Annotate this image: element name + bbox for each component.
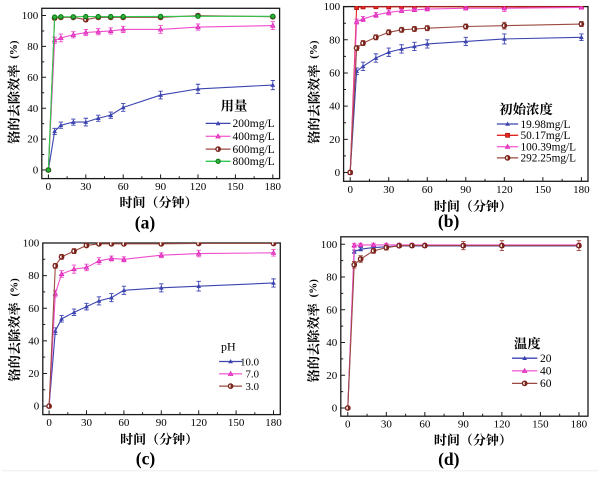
svg-text:0: 0 bbox=[46, 181, 52, 193]
svg-text:40: 40 bbox=[329, 101, 341, 113]
svg-text:180: 180 bbox=[573, 184, 590, 196]
svg-text:0: 0 bbox=[34, 401, 40, 413]
svg-text:60: 60 bbox=[419, 419, 431, 431]
svg-text:20: 20 bbox=[540, 353, 552, 365]
svg-text:0: 0 bbox=[345, 419, 351, 431]
svg-text:800mg/L: 800mg/L bbox=[233, 156, 275, 168]
svg-text:80: 80 bbox=[28, 270, 40, 282]
svg-text:100: 100 bbox=[324, 1, 341, 13]
svg-text:60: 60 bbox=[422, 184, 434, 196]
svg-text:120: 120 bbox=[496, 184, 513, 196]
svg-text:400mg/L: 400mg/L bbox=[233, 131, 275, 143]
svg-text:(d): (d) bbox=[438, 449, 460, 469]
svg-text:90: 90 bbox=[156, 417, 168, 429]
svg-text:292.25mg/L: 292.25mg/L bbox=[521, 153, 577, 165]
svg-text:100.39mg/L: 100.39mg/L bbox=[521, 142, 577, 154]
svg-text:150: 150 bbox=[227, 181, 244, 193]
svg-text:60: 60 bbox=[28, 303, 40, 315]
svg-text:40: 40 bbox=[540, 366, 552, 378]
svg-text:150: 150 bbox=[228, 417, 245, 429]
svg-text:60: 60 bbox=[326, 304, 338, 316]
svg-text:150: 150 bbox=[535, 184, 552, 196]
svg-text:(c): (c) bbox=[136, 449, 156, 469]
svg-text:(%): (%) bbox=[8, 40, 20, 59]
svg-text:20: 20 bbox=[27, 134, 39, 146]
svg-text:(%): (%) bbox=[9, 278, 21, 297]
svg-text:0: 0 bbox=[332, 403, 338, 415]
svg-text:120: 120 bbox=[190, 417, 207, 429]
svg-text:30: 30 bbox=[80, 181, 92, 193]
svg-text:0: 0 bbox=[46, 417, 52, 429]
svg-text:30: 30 bbox=[81, 417, 93, 429]
svg-text:100: 100 bbox=[23, 238, 40, 250]
svg-text:30: 30 bbox=[383, 184, 395, 196]
svg-text:50.17mg/L: 50.17mg/L bbox=[521, 130, 571, 142]
svg-text:200mg/L: 200mg/L bbox=[233, 118, 275, 130]
svg-text:180: 180 bbox=[571, 419, 588, 431]
svg-text:80: 80 bbox=[329, 34, 341, 46]
svg-text:180: 180 bbox=[265, 417, 282, 429]
svg-text:60: 60 bbox=[329, 68, 341, 80]
svg-text:0: 0 bbox=[33, 165, 39, 177]
svg-text:150: 150 bbox=[532, 419, 549, 431]
svg-text:60: 60 bbox=[118, 181, 130, 193]
svg-text:60: 60 bbox=[118, 417, 130, 429]
svg-text:120: 120 bbox=[190, 181, 207, 193]
svg-text:30: 30 bbox=[381, 419, 393, 431]
svg-text:90: 90 bbox=[460, 184, 472, 196]
svg-text:40: 40 bbox=[326, 337, 338, 349]
svg-text:60: 60 bbox=[540, 378, 552, 390]
svg-text:(%): (%) bbox=[308, 40, 320, 59]
svg-text:40: 40 bbox=[28, 335, 40, 347]
svg-text:(a): (a) bbox=[135, 213, 156, 233]
svg-text:80: 80 bbox=[27, 41, 39, 53]
svg-text:100: 100 bbox=[22, 10, 39, 22]
svg-text:60: 60 bbox=[27, 72, 39, 84]
svg-text:pH: pH bbox=[221, 340, 236, 354]
svg-text:20: 20 bbox=[28, 368, 40, 380]
svg-text:3.0: 3.0 bbox=[246, 381, 260, 393]
svg-text:100: 100 bbox=[321, 239, 338, 251]
svg-text:(%): (%) bbox=[308, 279, 320, 298]
svg-text:20: 20 bbox=[326, 370, 338, 382]
svg-text:10.0: 10.0 bbox=[240, 356, 259, 368]
svg-text:90: 90 bbox=[458, 419, 470, 431]
svg-text:120: 120 bbox=[494, 419, 511, 431]
svg-text:7.0: 7.0 bbox=[246, 369, 260, 381]
svg-text:180: 180 bbox=[265, 181, 282, 193]
svg-text:600mg/L: 600mg/L bbox=[233, 144, 275, 156]
svg-text:0: 0 bbox=[347, 184, 353, 196]
svg-text:80: 80 bbox=[326, 272, 338, 284]
svg-text:90: 90 bbox=[155, 181, 167, 193]
svg-text:(b): (b) bbox=[438, 211, 460, 231]
svg-text:0: 0 bbox=[335, 167, 341, 179]
svg-text:40: 40 bbox=[27, 103, 39, 115]
svg-text:20: 20 bbox=[329, 134, 341, 146]
svg-text:19.98mg/L: 19.98mg/L bbox=[521, 119, 571, 131]
